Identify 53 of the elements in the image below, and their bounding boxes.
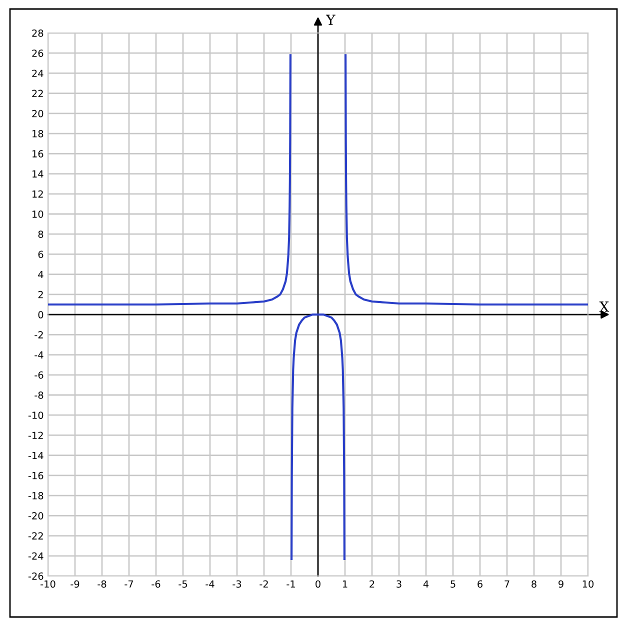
- x-tick-label: 7: [504, 580, 510, 588]
- y-tick-label: 28: [32, 29, 44, 37]
- x-axis-title: X: [599, 302, 610, 312]
- x-tick-label: -2: [260, 580, 268, 588]
- line-series: [344, 54, 588, 306]
- y-tick-label: 2: [38, 290, 43, 298]
- y-tick-label: 16: [32, 150, 44, 158]
- y-tick-label: -4: [34, 351, 44, 358]
- line-series: [48, 54, 292, 306]
- y-tick-label: -14: [28, 452, 44, 460]
- x-tick-label: 8: [532, 580, 536, 588]
- y-tick-label: 6: [38, 250, 44, 258]
- x-tick-label: -1: [286, 580, 295, 588]
- y-tick-label: -22: [28, 532, 43, 540]
- y-tick-label: -18: [28, 492, 44, 500]
- y-tick-label: -6: [34, 371, 44, 379]
- y-tick-label: 26: [32, 50, 44, 57]
- x-tick-label: 6: [478, 580, 482, 588]
- y-tick-label: -8: [34, 391, 44, 399]
- x-tick-label: 9: [558, 580, 564, 588]
- y-tick-label: -12: [28, 432, 43, 439]
- y-tick-label: 4: [38, 270, 44, 278]
- y-tick-label: -26: [28, 572, 44, 580]
- x-tick-label: 0: [316, 580, 320, 588]
- x-tick-label: -6: [152, 580, 160, 588]
- x-tick-label: 2: [370, 580, 374, 588]
- y-tick-label: 18: [32, 130, 44, 138]
- x-tick-label: -5: [178, 580, 187, 588]
- y-tick-label: 22: [32, 90, 43, 98]
- y-tick-label: 24: [32, 70, 44, 77]
- x-tick-label: 10: [582, 580, 594, 588]
- x-tick-label: -8: [98, 580, 106, 588]
- y-tick-label: 8: [38, 230, 44, 238]
- y-tick-label: 10: [32, 210, 44, 218]
- y-axis-title: Y: [326, 14, 336, 25]
- y-tick-label: -24: [28, 552, 44, 560]
- y-tick-label: -2: [34, 331, 43, 338]
- y-tick-label: 14: [32, 170, 44, 178]
- x-tick-label: 4: [423, 580, 429, 588]
- y-tick-label: -16: [28, 472, 44, 480]
- x-tick-label: 3: [396, 580, 402, 588]
- y-tick-label: -10: [28, 412, 44, 419]
- x-tick-label: -3: [232, 580, 242, 588]
- x-tick-label: -7: [124, 580, 134, 588]
- y-tick-label: -20: [28, 512, 44, 520]
- y-tick-label: 0: [38, 311, 44, 318]
- line-series: [290, 314, 346, 560]
- x-tick-label: -4: [206, 580, 214, 588]
- y-tick-label: 20: [32, 110, 44, 118]
- x-tick-label: 1: [342, 580, 348, 588]
- x-tick-label: -9: [70, 580, 80, 588]
- x-tick-label: 5: [450, 580, 456, 588]
- y-tick-label: 12: [32, 190, 43, 198]
